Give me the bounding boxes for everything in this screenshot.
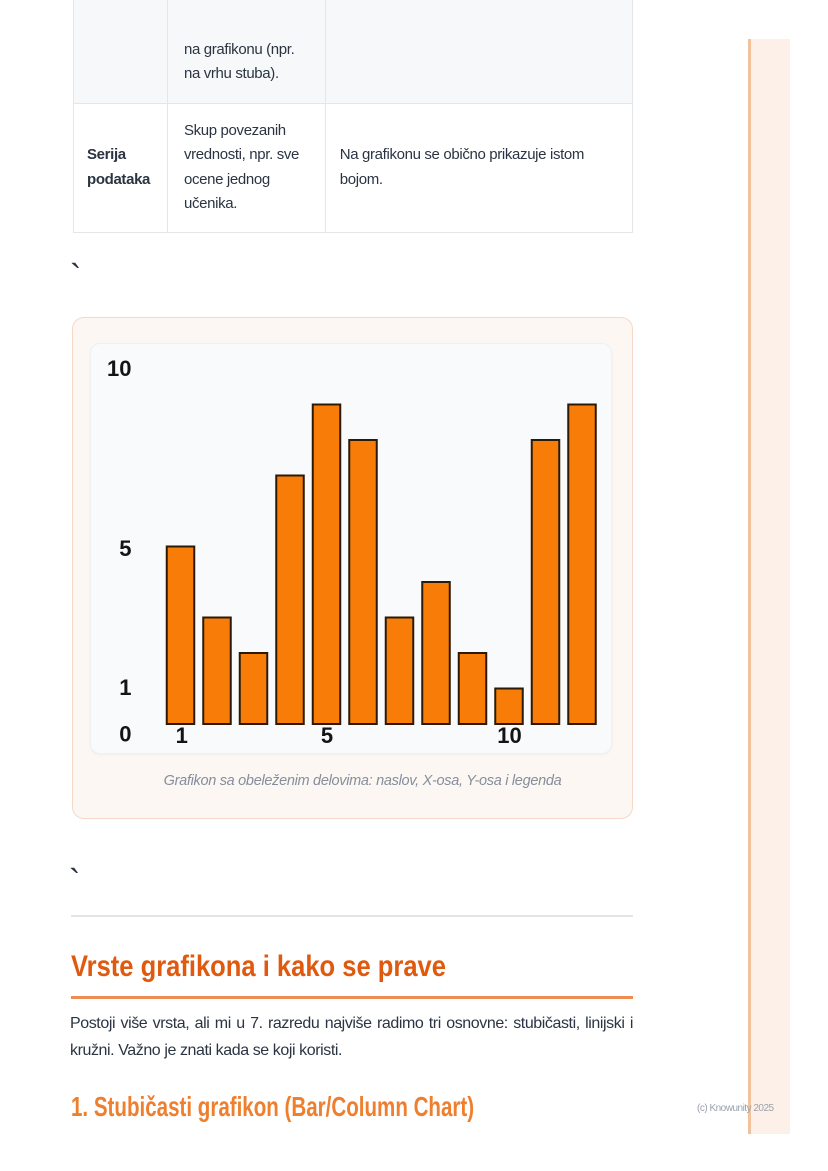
svg-text:5: 5 [321, 723, 333, 748]
svg-text:10: 10 [497, 723, 521, 748]
svg-text:1: 1 [176, 723, 188, 748]
svg-text:0: 0 [119, 722, 131, 747]
svg-text:5: 5 [119, 536, 131, 561]
svg-text:1: 1 [119, 675, 131, 700]
svg-text:10: 10 [107, 356, 131, 381]
